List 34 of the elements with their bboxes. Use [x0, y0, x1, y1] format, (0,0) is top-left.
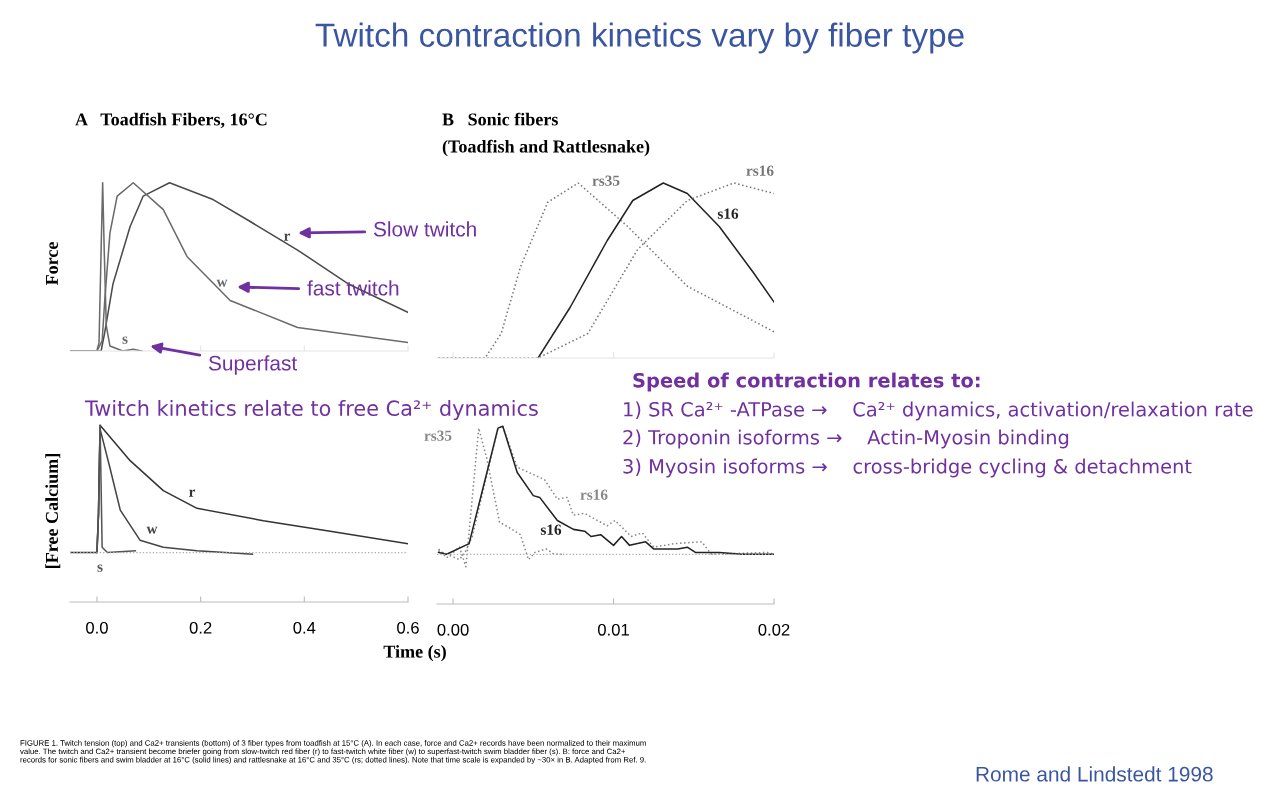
x-tick-label: 0.6	[397, 621, 419, 634]
series-label: r	[189, 489, 196, 497]
series-label: w	[146, 526, 158, 534]
x-tick-label: 0.4	[293, 621, 316, 634]
series-label: rs35	[424, 430, 452, 441]
annotation: Slow twitch	[373, 221, 476, 237]
annotation: 2) Troponin isoforms → Actin-Myosin binding	[623, 429, 1069, 449]
y-axis-title: [Free Calcium]	[45, 454, 61, 568]
series-label: w	[216, 279, 228, 287]
x-tick-label: 0.00	[437, 623, 469, 636]
series-label: s	[97, 564, 103, 572]
series-label: rs16	[580, 489, 608, 500]
series-label: rs35	[592, 175, 620, 186]
x-axis-title: Time (s)	[383, 645, 446, 662]
x-tick-label: 0.0	[86, 621, 108, 634]
text: Twitch contraction kinetics vary by fiber type	[315, 22, 964, 54]
series-label: r	[284, 233, 291, 241]
chart-title: A Toadfish Fibers, 16°C	[75, 112, 267, 129]
x-tick-label: 0.02	[758, 623, 790, 636]
annotation: 3) Myosin isoforms → cross-bridge cycling & detachment	[623, 458, 1192, 478]
y-axis-title: Force	[46, 242, 58, 286]
series-label: s16	[717, 208, 739, 219]
text: Speed of contraction relates to:	[633, 372, 980, 392]
text: Rome and Lindstedt 1998	[976, 766, 1213, 782]
chart-subtitle: (Toadfish and Rattlesnake)	[442, 139, 650, 157]
text: Superfast	[208, 355, 298, 375]
x-tick-label: 0.2	[189, 621, 212, 634]
x-tick-label: 0.01	[597, 623, 629, 636]
series-label: s16	[540, 524, 562, 535]
chart-title: B Sonic fibers	[442, 112, 558, 126]
text: Twitch kinetics relate to free Ca²⁺ dynamics	[84, 399, 538, 421]
text: 1) SR Ca²⁺ -ATPase → Ca²⁺ dynamics, activation/relaxation rate	[624, 401, 1253, 421]
series-label: s	[122, 336, 128, 344]
series-label: rs16	[746, 165, 774, 176]
